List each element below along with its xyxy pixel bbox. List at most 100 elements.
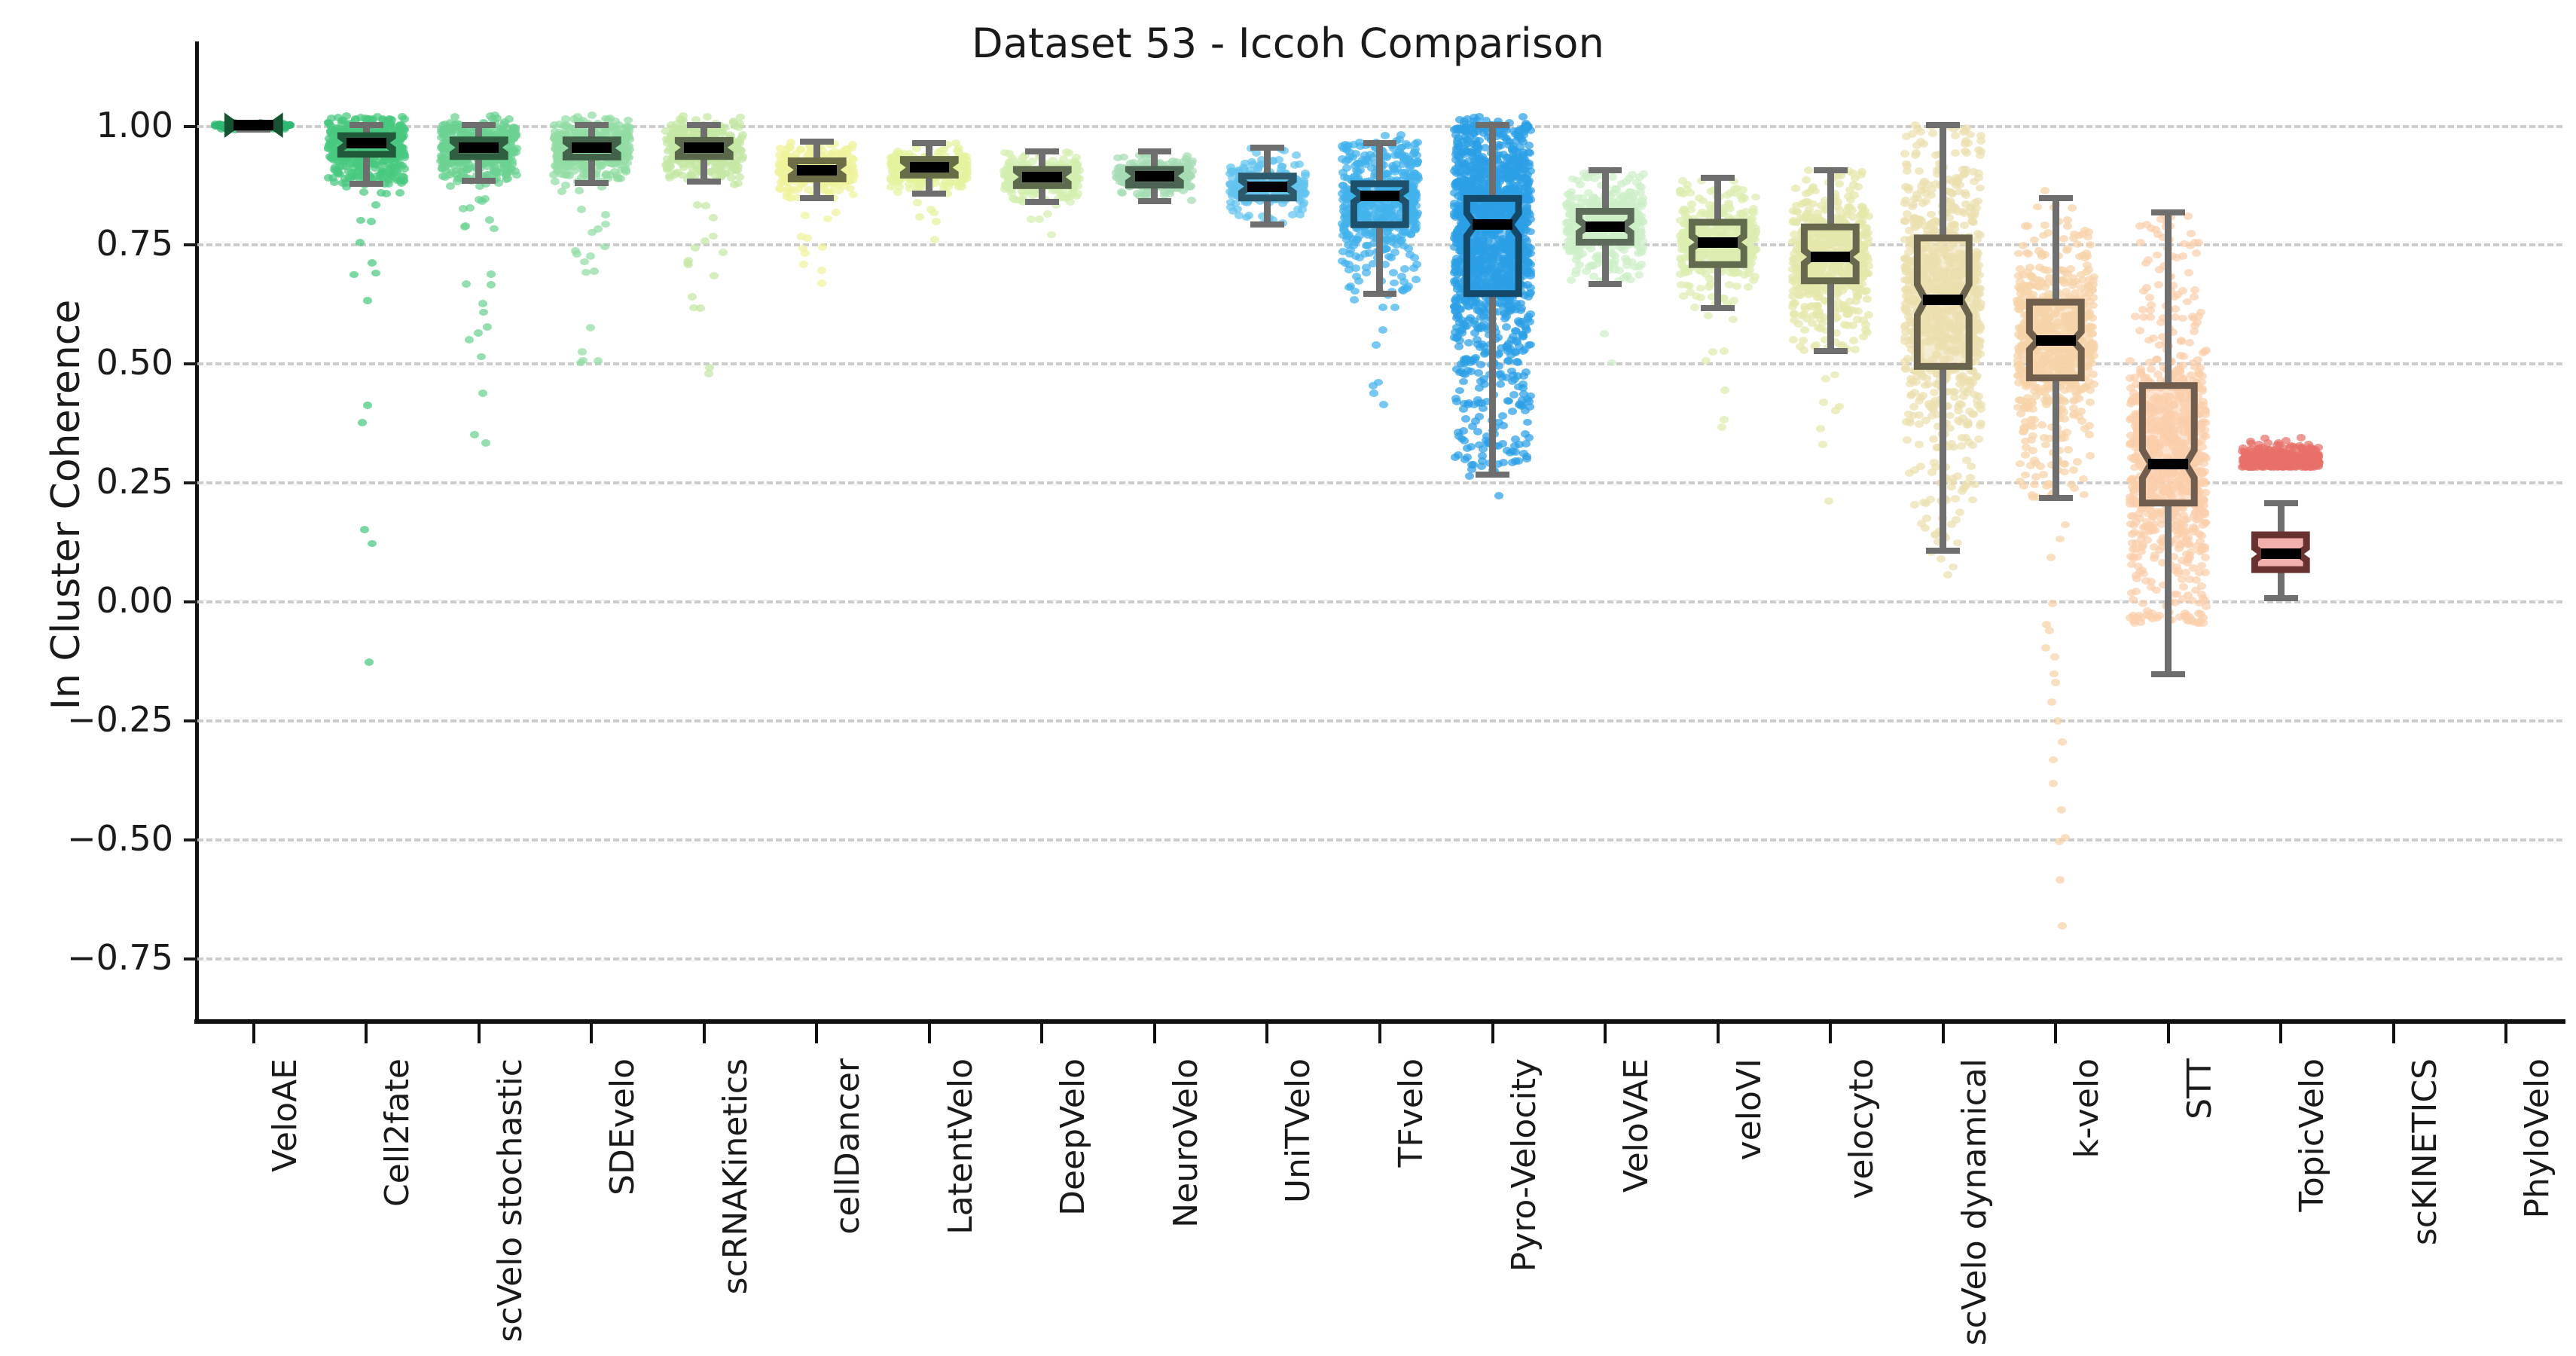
scatter-point (493, 179, 503, 188)
scatter-point (480, 195, 490, 203)
y-tick-label: −0.75 (67, 936, 173, 978)
scatter-point (478, 389, 487, 398)
scatter-point (465, 203, 475, 212)
scatter-point (458, 204, 468, 212)
y-tick-label: −0.25 (67, 699, 173, 741)
x-axis-spine (194, 1019, 2565, 1024)
scatter-point (360, 526, 370, 533)
box-group-scvelo-stochastic[interactable] (423, 87, 536, 1019)
scatter-point (464, 335, 474, 344)
box-group-deepvelo[interactable] (986, 87, 1099, 1019)
scatter-point (482, 323, 492, 331)
scatter-point (483, 170, 493, 179)
box-group-pyro-velocity[interactable] (1436, 87, 1549, 1019)
box-shape (1351, 180, 1409, 228)
scatter-point (479, 308, 489, 316)
gridline (197, 600, 2562, 604)
whisker-upper (362, 124, 370, 136)
box-shape (1012, 166, 1072, 189)
box-shape (562, 136, 621, 160)
scatter-point (351, 115, 361, 123)
scatter-point (495, 165, 505, 173)
scatter-point (489, 166, 499, 174)
scatter-point (343, 167, 353, 176)
y-tick-mark (184, 719, 197, 723)
box-group-celldancer[interactable] (761, 87, 874, 1019)
scatter-point (279, 119, 288, 127)
median-line (909, 162, 950, 173)
scatter-point (474, 329, 484, 337)
scatter-point (382, 189, 392, 197)
median-line (1022, 172, 1062, 182)
scatter-point (356, 114, 366, 121)
scatter-point (367, 259, 377, 267)
scatter-point (349, 270, 359, 279)
box-shape (900, 156, 959, 179)
scatter-point (395, 160, 404, 168)
scatter-point (481, 180, 491, 188)
scatter-point (378, 115, 388, 124)
scatter-point (371, 269, 380, 277)
chart-title: Dataset 53 - Iccoh Comparison (971, 20, 1604, 67)
median-line (684, 142, 725, 153)
scatter-point (353, 166, 363, 175)
scatter-point (395, 188, 405, 197)
box-group-neurovelo[interactable] (1098, 87, 1211, 1019)
box-group-unitvelo[interactable] (1211, 87, 1324, 1019)
scatter-point (491, 175, 501, 182)
box-group-scrnakinetics[interactable] (648, 87, 761, 1019)
scatter-point (477, 353, 487, 361)
y-tick-mark (184, 362, 197, 366)
scatter-point (325, 135, 334, 143)
scatter-point (327, 115, 337, 123)
scatter-point (475, 196, 484, 203)
scatter-point (391, 173, 401, 182)
scatter-point (340, 179, 350, 187)
scatter-point (332, 142, 342, 150)
box-shape (337, 132, 396, 158)
scatter-point (324, 174, 334, 182)
scatter-point (368, 539, 377, 548)
scatter-point (347, 127, 357, 135)
scatter-point (334, 113, 343, 121)
box-group-tfvelo[interactable] (1323, 87, 1436, 1019)
scatter-point (452, 166, 462, 175)
box-group-cell2fate[interactable] (310, 87, 423, 1019)
scatter-point (470, 431, 480, 438)
box-group-latentvelo[interactable] (873, 87, 986, 1019)
scatter-point (341, 182, 351, 191)
scatter-point (371, 158, 380, 166)
y-tick-label: 0.50 (96, 342, 173, 383)
y-tick-label: 0.00 (96, 580, 173, 622)
scatter-point (379, 166, 389, 173)
box-group-sdevelo[interactable] (536, 87, 649, 1019)
scatter-point (356, 239, 365, 247)
scatter-point (363, 401, 373, 409)
scatter-point (385, 160, 395, 169)
y-tick-mark (184, 838, 197, 841)
scatter-point (506, 164, 516, 173)
scatter-point (460, 222, 470, 230)
scatter-point (395, 121, 405, 129)
scatter-point (438, 173, 447, 181)
box-group-veloae[interactable] (197, 87, 310, 1019)
scatter-point (445, 182, 455, 190)
scatter-point (373, 112, 383, 121)
scatter-point (337, 117, 347, 125)
scatter-point (511, 167, 520, 176)
scatter-point (211, 120, 221, 128)
box-shape (224, 112, 283, 139)
y-tick-label: 0.25 (96, 461, 173, 502)
scatter-point (350, 163, 360, 172)
scatter-point (359, 188, 368, 197)
y-tick-mark (184, 481, 197, 485)
box-shape (449, 136, 508, 160)
scatter-point (461, 279, 471, 288)
scatter-point (332, 124, 342, 132)
box-shape (1238, 173, 1297, 202)
scatter-point (323, 118, 333, 127)
y-tick-mark (184, 243, 197, 247)
scatter-point (478, 300, 487, 308)
box-group-velovae[interactable] (1549, 87, 1662, 1019)
scatter-point (357, 418, 367, 426)
